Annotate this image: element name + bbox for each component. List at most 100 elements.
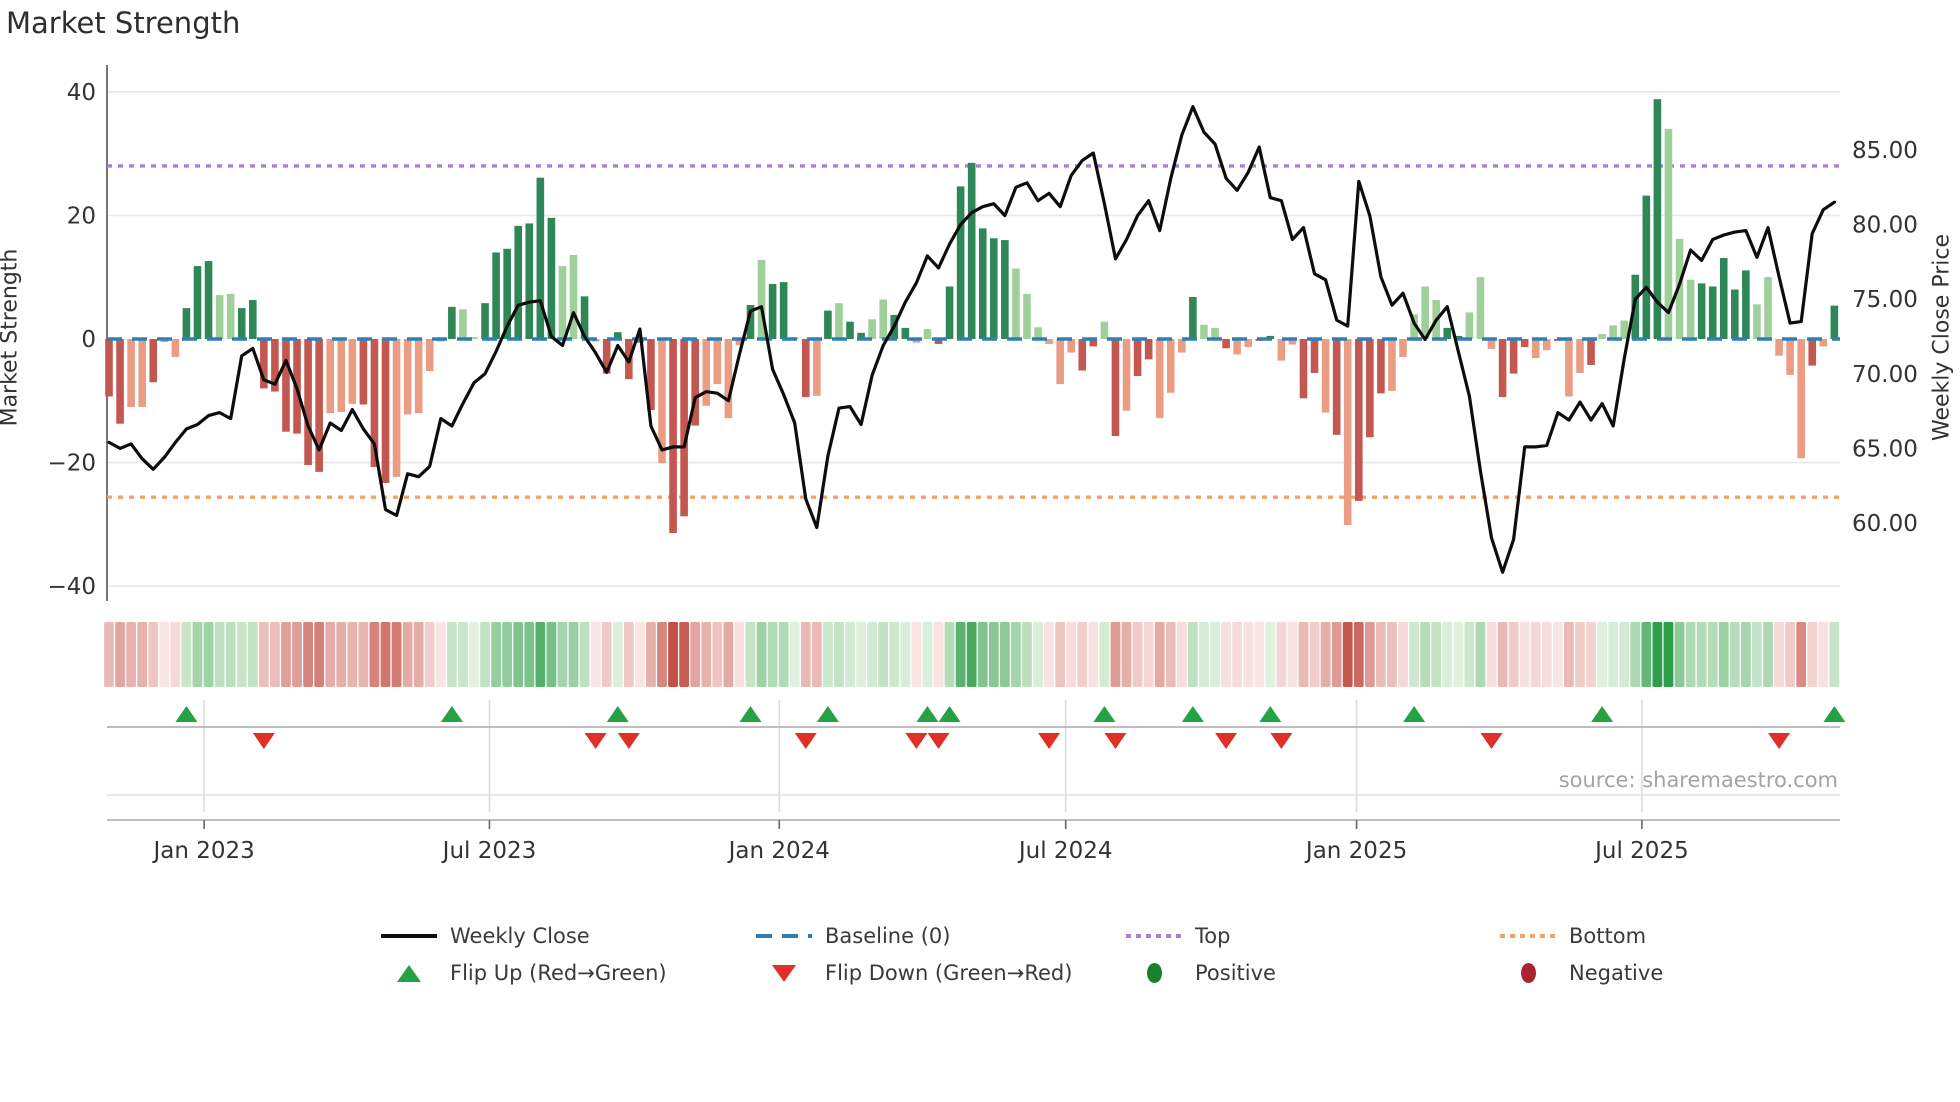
flip-up-marker bbox=[1823, 706, 1846, 722]
flip-down-marker bbox=[794, 733, 817, 749]
heatmap-cell bbox=[1254, 622, 1265, 687]
strength-bar bbox=[1045, 339, 1053, 344]
heatmap-cell bbox=[347, 622, 358, 687]
strength-bar bbox=[1399, 339, 1407, 357]
strength-bar bbox=[359, 339, 368, 405]
flip-down-marker bbox=[584, 733, 607, 749]
strength-bar bbox=[1609, 325, 1617, 339]
strength-bar bbox=[403, 339, 412, 415]
heatmap-cell bbox=[1564, 622, 1574, 687]
strength-bar bbox=[1797, 339, 1805, 459]
heatmap-cell bbox=[933, 622, 944, 687]
strength-bar bbox=[1089, 339, 1098, 347]
heatmap-cell bbox=[568, 622, 579, 687]
strength-bar bbox=[1443, 327, 1452, 339]
strength-bar bbox=[1222, 339, 1230, 349]
flip-up-marker bbox=[440, 706, 463, 722]
strength-bar bbox=[392, 339, 401, 477]
strength-bar bbox=[1675, 238, 1684, 339]
heatmap-cell bbox=[1077, 622, 1088, 687]
strength-bar bbox=[1377, 339, 1385, 394]
negative-dot-icon bbox=[1499, 960, 1557, 986]
strength-bar bbox=[470, 337, 478, 339]
heatmap-cell bbox=[170, 622, 181, 687]
flip-down-marker bbox=[905, 733, 928, 749]
heatmap-cell bbox=[369, 622, 380, 687]
flip-up-triangle-icon bbox=[380, 960, 438, 986]
strength-bar bbox=[1708, 286, 1717, 339]
heatmap-cell bbox=[668, 622, 678, 687]
strength-bar bbox=[1775, 339, 1783, 356]
legend-label: Flip Down (Green→Red) bbox=[825, 961, 1073, 985]
heatmap-cell bbox=[1287, 622, 1298, 687]
strength-bar bbox=[990, 238, 998, 339]
strength-bar bbox=[923, 329, 932, 339]
strength-bar bbox=[370, 339, 379, 467]
left-tick-label: 40 bbox=[67, 80, 96, 106]
heatmap-cell bbox=[1674, 622, 1685, 687]
strength-bar bbox=[1509, 339, 1518, 374]
heatmap-cell bbox=[1608, 622, 1619, 687]
strength-bar bbox=[1034, 327, 1042, 339]
strength-bar bbox=[857, 332, 865, 339]
flip-down-marker bbox=[1480, 733, 1503, 749]
flip-down-marker bbox=[617, 733, 640, 749]
heatmap-cell bbox=[225, 622, 236, 687]
heatmap-cell bbox=[137, 622, 148, 687]
heatmap-cell bbox=[336, 622, 347, 687]
heatmap-cell bbox=[601, 622, 612, 687]
legend-flip-down: Flip Down (Green→Red) bbox=[755, 960, 1072, 986]
flip-up-marker bbox=[1181, 706, 1204, 722]
heatmap-cell bbox=[834, 622, 844, 687]
heatmap-cell bbox=[1575, 622, 1585, 687]
strength-bar bbox=[1056, 339, 1064, 385]
heatmap-cell bbox=[1486, 622, 1497, 687]
heatmap-cell bbox=[679, 622, 690, 687]
strength-bar bbox=[956, 186, 965, 339]
heatmap-cell bbox=[1342, 622, 1353, 687]
x-tick-label: Jul 2024 bbox=[1017, 838, 1113, 864]
strength-bar bbox=[1023, 293, 1031, 339]
heatmap-cell bbox=[258, 622, 269, 687]
heatmap-cell bbox=[1586, 622, 1596, 687]
legend-weekly-close: Weekly Close bbox=[380, 923, 590, 949]
heatmap-cell bbox=[745, 622, 756, 687]
heatmap-cell bbox=[1265, 622, 1276, 687]
heatmap-cell bbox=[148, 622, 159, 687]
heatmap-cell bbox=[1453, 622, 1464, 687]
strength-bar bbox=[536, 177, 545, 339]
legend-label: Flip Up (Red→Green) bbox=[450, 961, 667, 985]
strength-bar bbox=[1332, 339, 1341, 435]
heatmap-cell bbox=[1088, 622, 1099, 687]
heatmap-cell bbox=[690, 622, 701, 687]
strength-bar bbox=[1719, 258, 1728, 339]
heatmap-cell bbox=[723, 622, 734, 687]
legend-label: Weekly Close bbox=[450, 924, 590, 948]
heatmap-cell bbox=[1033, 622, 1043, 687]
strength-bar bbox=[1697, 283, 1706, 339]
strength-bar bbox=[901, 327, 910, 339]
heatmap-cell bbox=[1729, 622, 1740, 687]
strength-bar bbox=[768, 283, 777, 339]
heatmap-cell bbox=[1022, 622, 1032, 687]
strength-bar bbox=[1565, 339, 1573, 397]
strength-bar bbox=[757, 259, 766, 339]
heatmap-cell bbox=[247, 622, 258, 687]
heatmap-cell bbox=[458, 622, 468, 687]
left-tick-label: −20 bbox=[47, 451, 96, 477]
heatmap-cell bbox=[1829, 622, 1840, 687]
heatmap-cell bbox=[999, 622, 1010, 687]
strength-bar bbox=[1211, 327, 1219, 339]
legend-bottom: Bottom bbox=[1499, 923, 1646, 949]
strength-bar bbox=[105, 339, 113, 397]
legend-label: Positive bbox=[1195, 961, 1276, 985]
heatmap-cell bbox=[1763, 622, 1773, 687]
flip-down-triangle-icon bbox=[755, 960, 813, 986]
strength-bar bbox=[271, 339, 279, 392]
strength-bar bbox=[835, 303, 843, 339]
heatmap-cell bbox=[402, 622, 413, 687]
heatmap-cell bbox=[1165, 622, 1176, 687]
heatmap-cell bbox=[900, 622, 911, 687]
strength-bar bbox=[481, 303, 489, 339]
strength-bar bbox=[1078, 339, 1087, 371]
